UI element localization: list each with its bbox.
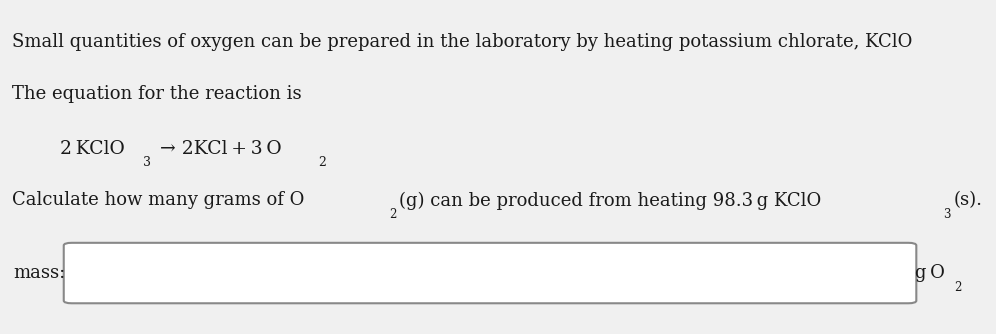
Text: (g) can be produced from heating 98.3 g KClO: (g) can be produced from heating 98.3 g … xyxy=(398,191,821,209)
Text: 2: 2 xyxy=(319,156,326,169)
Text: g O: g O xyxy=(915,264,945,282)
Text: Small quantities of oxygen can be prepared in the laboratory by heating potassiu: Small quantities of oxygen can be prepar… xyxy=(12,33,912,51)
Text: 2 KClO: 2 KClO xyxy=(60,140,124,158)
Text: 2: 2 xyxy=(389,208,396,221)
FancyBboxPatch shape xyxy=(64,243,916,303)
Text: → 2KCl + 3 O: → 2KCl + 3 O xyxy=(153,140,281,158)
Text: The equation for the reaction is: The equation for the reaction is xyxy=(12,85,302,103)
Text: 3: 3 xyxy=(143,156,151,169)
Text: 3: 3 xyxy=(943,208,951,221)
Text: 2: 2 xyxy=(954,281,961,294)
Text: (s).: (s). xyxy=(953,191,982,209)
Text: mass:: mass: xyxy=(14,264,66,282)
Text: Calculate how many grams of O: Calculate how many grams of O xyxy=(12,191,305,209)
